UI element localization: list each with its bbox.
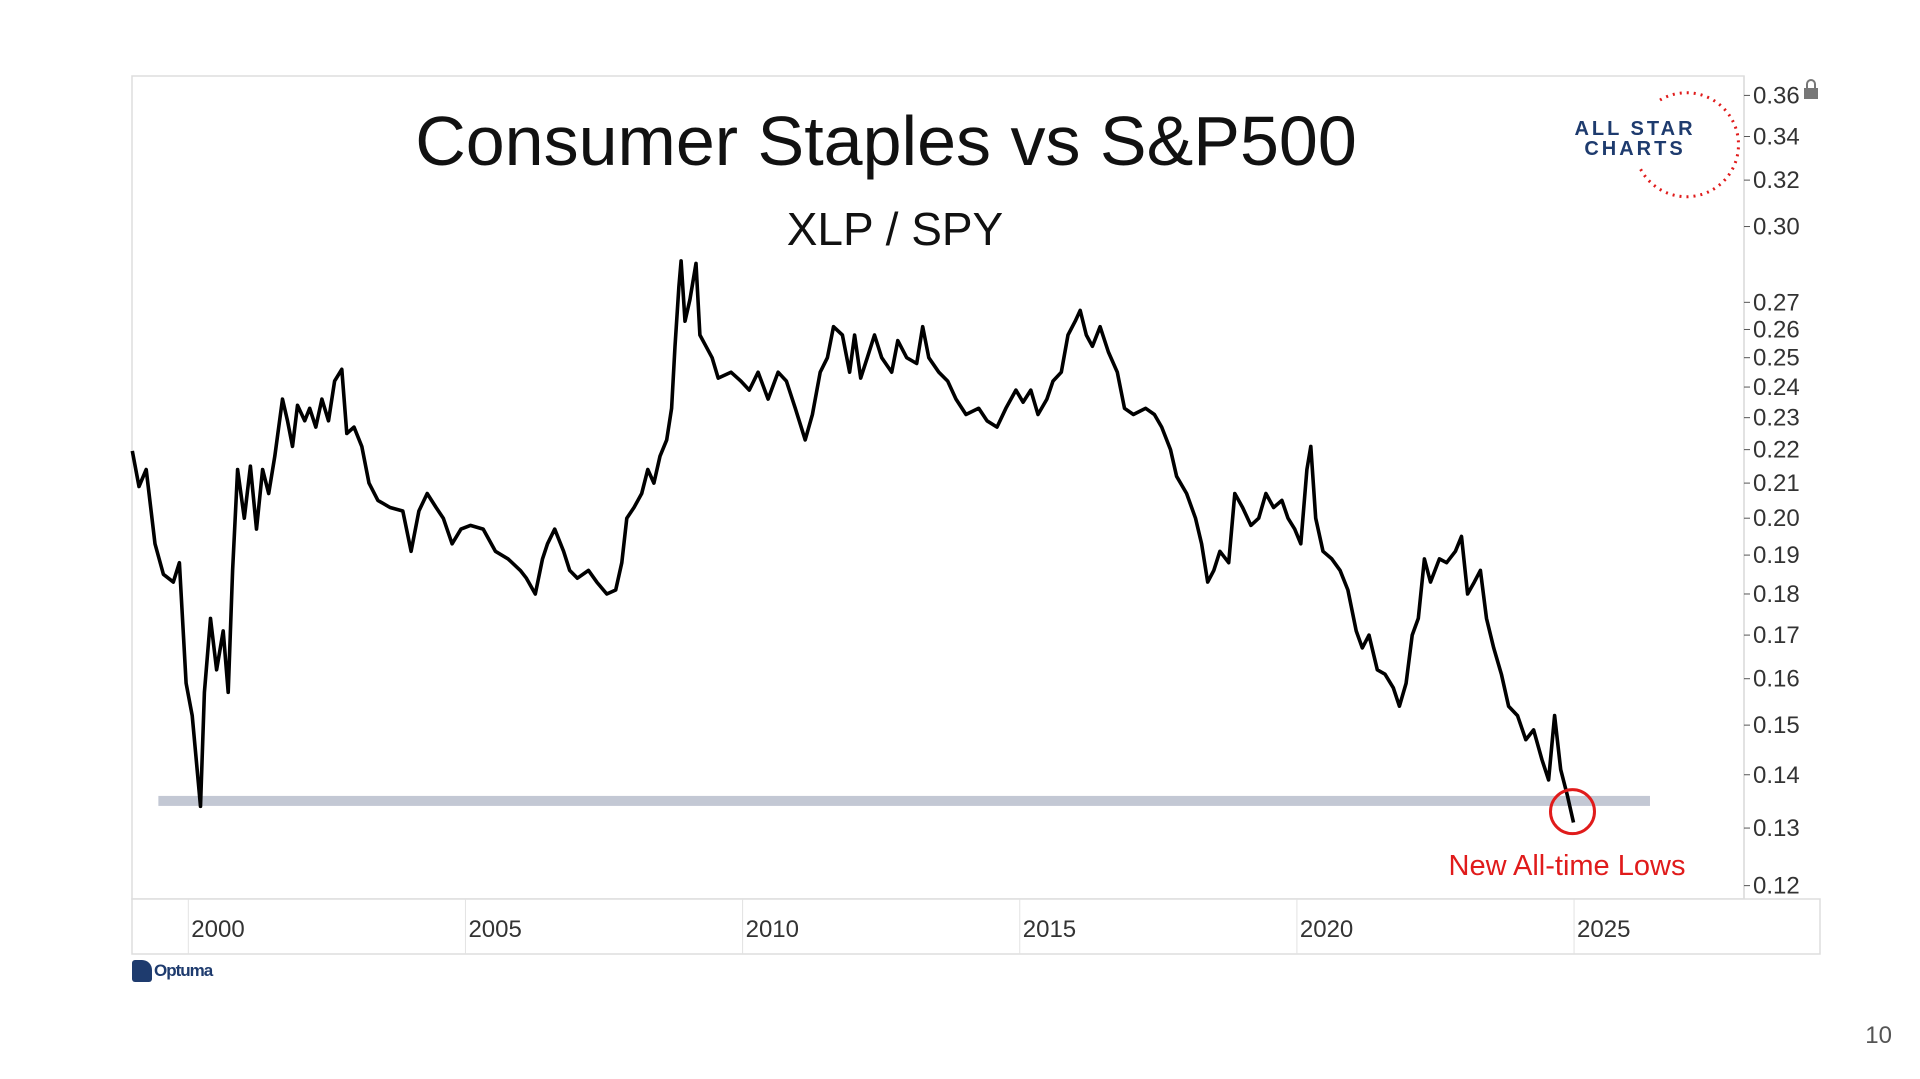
optuma-logo: Optuma [132,960,213,982]
y-tick-label: 0.14 [1753,762,1800,789]
all-time-low-circle [1548,788,1596,836]
all-star-charts-logo: ALL STAR CHARTS [1574,91,1740,199]
x-axis-band [131,898,1821,955]
x-tick-label: 2000 [191,916,244,943]
support-line [158,795,1650,806]
y-tick-label: 0.18 [1753,581,1800,608]
page-number: 10 [1865,1022,1892,1049]
chart-subtitle: XLP / SPY [787,203,1004,255]
y-tick-label: 0.36 [1753,82,1800,109]
y-tick-label: 0.12 [1753,873,1800,900]
y-tick-label: 0.27 [1753,289,1800,316]
y-tick-label: 0.16 [1753,666,1800,693]
optuma-mark-icon [132,960,152,982]
y-tick-label: 0.24 [1753,374,1800,401]
x-tick-label: 2010 [746,916,799,943]
y-tick-label: 0.21 [1753,470,1800,497]
y-tick-label: 0.32 [1753,167,1800,194]
y-tick-label: 0.19 [1753,542,1800,569]
y-tick-label: 0.15 [1753,712,1800,739]
svg-text:ALL STAR: ALL STAR [1574,118,1695,140]
svg-text:CHARTS: CHARTS [1584,138,1685,160]
y-tick-label: 0.26 [1753,316,1800,343]
y-tick-label: 0.25 [1753,345,1800,372]
y-tick-label: 0.13 [1753,815,1800,842]
y-tick-label: 0.34 [1753,124,1800,151]
y-tick-label: 0.17 [1753,622,1800,649]
y-tick-label: 0.30 [1753,214,1800,241]
y-tick-label: 0.20 [1753,505,1800,532]
x-tick-label: 2025 [1577,916,1630,943]
lock-icon[interactable] [1804,79,1818,99]
y-tick-label: 0.22 [1753,437,1800,464]
plot-frame [131,75,1745,900]
x-tick-label: 2005 [468,916,521,943]
series-line-xlp-spy [130,259,1576,823]
x-tick-label: 2015 [1023,916,1076,943]
y-tick-label: 0.23 [1753,405,1800,432]
chart-title: Consumer Staples vs S&P500 [415,102,1357,180]
x-tick-label: 2020 [1300,916,1353,943]
annotation-new-lows: New All-time Lows [1449,850,1686,882]
